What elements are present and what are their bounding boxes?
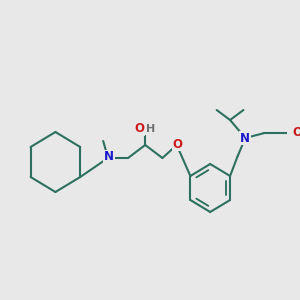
Text: N: N — [104, 151, 114, 164]
Text: O: O — [292, 127, 300, 140]
Text: N: N — [240, 131, 250, 145]
Text: O: O — [173, 137, 183, 151]
Text: H: H — [146, 124, 156, 134]
Text: O: O — [134, 122, 145, 136]
